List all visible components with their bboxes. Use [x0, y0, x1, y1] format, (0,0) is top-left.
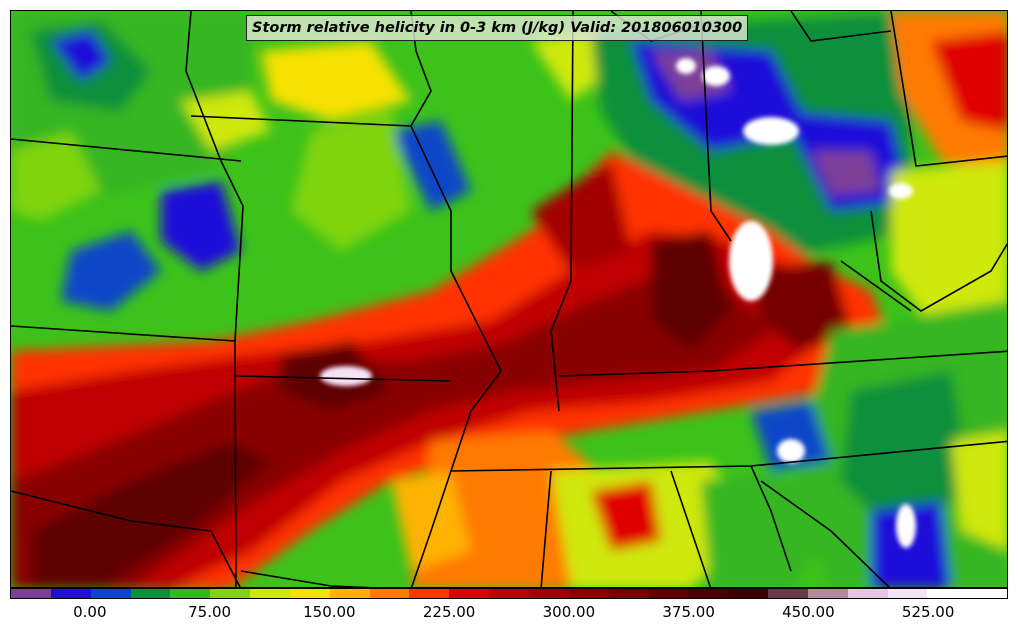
colorbar-segment — [927, 589, 968, 598]
colorbar-tick-label: 375.00 — [662, 603, 715, 621]
colorbar-segment — [887, 589, 928, 598]
high-helicity-cells — [320, 58, 916, 548]
colorbar-segment — [289, 589, 330, 598]
helicity-map — [11, 11, 1007, 587]
colorbar-tick-label: 300.00 — [542, 603, 596, 621]
colorbar-segment — [608, 589, 649, 598]
colorbar-segment — [170, 589, 211, 598]
colorbar-segment — [768, 589, 808, 598]
colorbar-tick-label: 0.00 — [73, 603, 107, 621]
colorbar-segment — [728, 589, 769, 598]
colorbar-tick-label: 75.00 — [188, 603, 232, 621]
colorbar-segment — [11, 589, 51, 598]
colorbar-tick-labels: 0.00 75.00 150.00 225.00 300.00 375.00 450.00 5… — [0, 603, 1018, 625]
colorbar-tick-label: 150.00 — [303, 603, 356, 621]
colorbar-tick-label: 225.00 — [422, 603, 476, 621]
colorbar-segment — [648, 589, 689, 598]
colorbar-segment — [967, 589, 1008, 598]
colorbar-segment — [210, 589, 251, 598]
colorbar-tick-label: 450.00 — [782, 603, 835, 621]
colorbar — [10, 588, 1008, 599]
colorbar-segment — [847, 589, 888, 598]
colorbar-segment — [489, 589, 529, 598]
colorbar-segment — [329, 589, 370, 598]
colorbar-segment — [50, 589, 91, 598]
map-panel — [10, 10, 1008, 588]
colorbar-segment — [568, 589, 609, 598]
colorbar-segment — [90, 589, 131, 598]
colorbar-segment — [250, 589, 290, 598]
colorbar-tick-label: 525.00 — [901, 603, 955, 621]
colorbar-segment — [369, 589, 410, 598]
colorbar-segment — [449, 589, 490, 598]
colorbar-segment — [528, 589, 569, 598]
colorbar-segment — [688, 589, 729, 598]
colorbar-segment — [807, 589, 848, 598]
colorbar-segment — [409, 589, 450, 598]
map-title: Storm relative helicity in 0-3 km (J/kg)… — [246, 15, 749, 41]
colorbar-segment — [130, 589, 171, 598]
